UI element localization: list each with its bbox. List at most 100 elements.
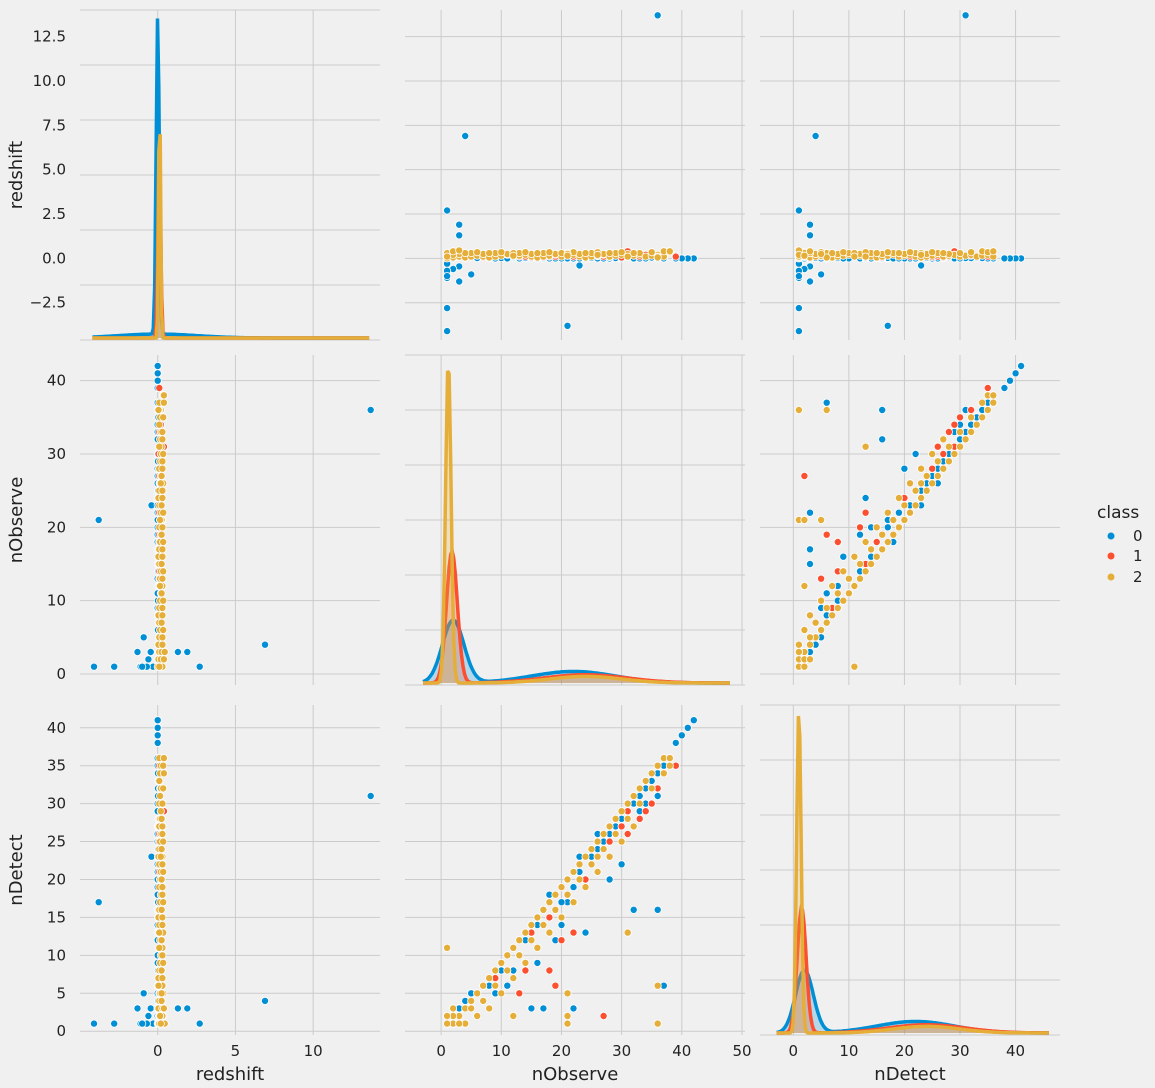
data-point-class-2 [800,626,809,635]
data-point-class-2 [449,1004,458,1013]
data-point-class-2 [867,560,876,569]
ytick-label-nObserve: 40 [47,372,66,390]
data-point-class-2 [822,405,831,414]
data-point-class-2 [156,852,165,861]
data-point-class-0 [183,1004,192,1013]
data-point-class-2 [794,405,803,414]
data-point-class-2 [806,247,815,256]
data-point-class-2 [569,898,578,907]
data-point-class-0 [138,662,147,671]
ytick-label-nDetect: 35 [47,757,66,775]
data-point-class-2 [917,250,926,259]
data-point-class-1 [623,830,632,839]
data-point-class-2 [156,807,165,816]
data-point-class-2 [623,928,632,937]
panel-redshift-redshift: −2.5 0.0 2.5 5.0 7.5 10.0 12.5 redshift [6,9,380,341]
data-point-class-1 [557,936,566,945]
data-point-class-2 [157,936,166,945]
data-point-class-0 [461,131,470,140]
data-point-class-2 [800,516,809,525]
data-point-class-0 [1000,383,1009,392]
data-point-class-0 [443,272,452,281]
data-point-class-2 [894,523,903,532]
data-point-class-2 [822,604,831,613]
data-point-class-2 [156,516,165,525]
ytick-label-nDetect: 15 [47,908,66,926]
data-point-class-1 [545,966,554,975]
data-point-class-0 [806,277,815,286]
x-axis-label-nObserve: nObserve [532,1064,619,1085]
data-point-class-0 [811,131,820,140]
data-point-class-0 [94,898,103,907]
data-point-class-2 [158,611,167,620]
data-point-class-0 [917,261,926,270]
data-point-class-2 [800,251,809,260]
data-point-class-0 [822,589,831,598]
data-point-class-0 [144,1012,153,1021]
data-point-class-2 [157,530,166,539]
data-point-class-2 [605,852,614,861]
data-point-class-2 [828,611,837,620]
data-point-class-0 [455,231,464,240]
data-point-class-0 [794,206,803,215]
data-point-class-0 [557,921,566,930]
data-point-class-0 [794,304,803,313]
legend-marker-0 [1107,532,1115,540]
data-point-class-2 [156,792,165,801]
data-point-class-2 [794,640,803,649]
data-point-class-0 [878,405,887,414]
data-point-class-0 [861,493,870,502]
data-point-class-2 [581,249,590,258]
data-point-class-2 [822,253,831,262]
data-point-class-2 [563,875,572,884]
data-point-class-0 [90,662,99,671]
data-point-class-2 [515,936,524,945]
data-point-class-2 [641,776,650,785]
data-point-class-2 [856,574,865,583]
data-point-class-2 [833,604,842,613]
data-point-class-0 [146,648,155,657]
panel-nDetect-nObserve: 0 10 20 30 40 50 nObserve [405,705,752,1085]
data-point-class-2 [467,996,476,1005]
data-point-class-0 [139,989,148,998]
data-point-class-2 [455,246,464,255]
data-point-class-2 [939,249,948,258]
legend-marker-1 [1107,552,1115,560]
data-point-class-2 [521,248,530,257]
ytick-label-nDetect: 0 [56,1022,66,1040]
data-point-class-2 [894,493,903,502]
data-point-class-2 [155,442,164,451]
data-point-class-2 [485,974,494,983]
data-point-class-2 [158,457,167,466]
data-point-class-2 [605,249,614,258]
xtick-label-redshift: 0 [153,1042,163,1060]
data-point-class-2 [883,538,892,547]
data-point-class-0 [366,792,375,801]
data-point-class-2 [158,640,167,649]
data-point-class-0 [794,272,803,281]
data-point-class-2 [817,596,826,605]
ytick-label-redshift: 2.5 [42,205,66,223]
data-point-class-2 [443,943,452,952]
data-point-class-0 [911,449,920,458]
data-point-class-2 [629,249,638,258]
data-point-class-2 [158,799,167,808]
data-point-class-1 [944,427,953,436]
data-point-class-2 [850,552,859,561]
data-point-class-2 [154,405,163,414]
kde-line-class-1 [92,165,370,340]
data-point-class-2 [575,860,584,869]
data-point-class-0 [900,464,909,473]
data-point-class-2 [800,582,809,591]
data-point-class-0 [90,1019,99,1028]
data-point-class-0 [883,523,892,532]
data-point-class-2 [906,248,915,257]
data-point-class-1 [521,966,530,975]
data-point-class-2 [906,479,915,488]
data-point-class-2 [800,662,809,671]
panel-redshift-nObserve [405,10,745,340]
data-point-class-2 [443,1019,452,1028]
data-point-class-2 [158,860,167,869]
ytick-label-nDetect: 25 [47,833,66,851]
data-point-class-2 [828,249,837,258]
